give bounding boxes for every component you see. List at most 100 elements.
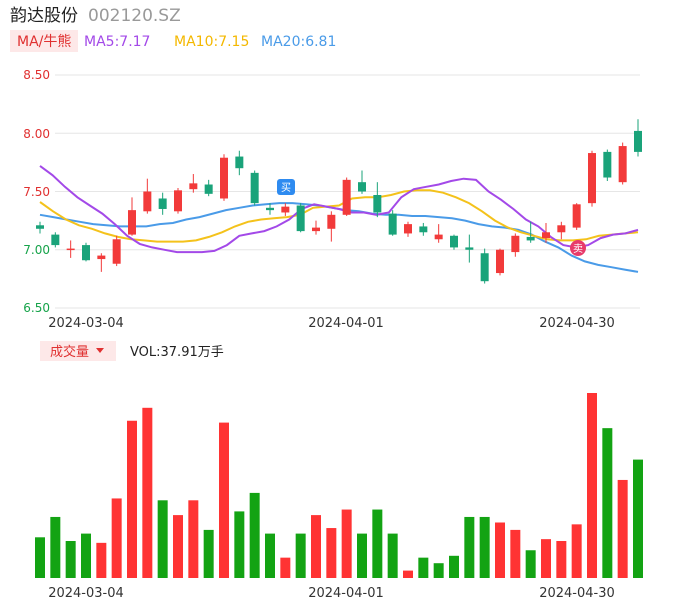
buy-marker[interactable]: 买 (277, 179, 295, 195)
volume-bar (326, 528, 337, 578)
volume-bar (280, 557, 291, 578)
volume-bar (602, 428, 613, 578)
candle-body (419, 226, 428, 233)
volume-bar (188, 500, 199, 578)
ma20-legend: MA20:6.81 (261, 34, 336, 50)
y-tick-label: 8.50 (23, 68, 50, 82)
volume-bar (556, 541, 567, 578)
volume-bar (357, 533, 367, 578)
volume-bar (96, 542, 107, 578)
volume-bar (433, 563, 444, 578)
volume-bar (157, 500, 168, 578)
candle-body (128, 210, 136, 235)
volume-bar (203, 529, 214, 578)
candle-body (66, 248, 75, 251)
volume-bar (510, 529, 521, 578)
candle-body (404, 224, 412, 234)
candle-body (296, 205, 305, 232)
volume-bar (81, 533, 91, 578)
candle-body (220, 157, 228, 199)
candle-body (250, 172, 259, 204)
volume-bar (219, 422, 229, 578)
volume-bar (35, 537, 45, 578)
candle-body (603, 151, 612, 178)
stock-name: 韵达股份 (10, 6, 78, 26)
volume-bar (525, 550, 536, 578)
candle-body (511, 235, 520, 253)
sell-marker[interactable]: 卖 (570, 240, 586, 256)
volume-bar (617, 479, 628, 578)
candle-body (588, 153, 596, 204)
y-tick-label: 8.00 (23, 127, 50, 141)
ma5-line (39, 165, 639, 254)
volume-bar (387, 533, 398, 578)
x-tick-label: 2024-03-04 (48, 316, 124, 331)
moving-average-lines (39, 165, 639, 273)
candlesticks (36, 119, 642, 284)
volume-bar (449, 555, 459, 578)
volume-bar (65, 541, 76, 578)
volume-bar (571, 524, 582, 578)
candle-body (450, 235, 458, 248)
volume-bars (35, 393, 643, 578)
candle-body (342, 179, 351, 215)
candle-body (112, 239, 121, 264)
volume-bar (265, 533, 275, 578)
candle-body (465, 247, 474, 250)
volume-bar (418, 557, 429, 578)
ma-selector-button[interactable] (10, 30, 78, 52)
volume-bar (633, 459, 643, 578)
candle-body (480, 253, 489, 282)
y-tick-label: 6.50 (23, 301, 50, 315)
volume-bar (372, 509, 383, 578)
volume-bar (173, 515, 183, 578)
volume-bar (249, 492, 260, 578)
buy-marker-label: 买 (281, 182, 291, 194)
volume-bar (234, 511, 245, 578)
candle-body (204, 184, 213, 194)
candle-body (618, 146, 627, 183)
candle-body (36, 225, 44, 229)
sell-marker-label: 卖 (573, 243, 583, 255)
candle-body (373, 194, 382, 213)
volume-selector-button[interactable] (40, 341, 116, 361)
candle-body (634, 130, 642, 152)
candle-body (51, 234, 60, 246)
volume-bar (479, 516, 490, 578)
candle-body (542, 232, 550, 239)
candle-body (572, 204, 581, 228)
volume-bar (541, 539, 551, 578)
y-tick-label: 7.50 (23, 185, 50, 199)
x-tick-label: 2024-04-01 (308, 586, 384, 601)
stock-code: 002120.SZ (88, 6, 181, 26)
candle-body (327, 214, 336, 229)
volume-bar (50, 516, 61, 578)
x-tick-label: 2024-04-30 (539, 316, 615, 331)
candle-body (434, 234, 443, 240)
candle-body (358, 182, 366, 192)
candle-body (235, 156, 244, 169)
volume-selector-label: 成交量 (50, 344, 89, 360)
candle-body (526, 236, 535, 241)
volume-bar (295, 533, 306, 578)
candle-body (557, 225, 566, 233)
candle-body (496, 249, 504, 274)
candle-body (143, 191, 152, 212)
volume-bar (142, 407, 153, 578)
x-tick-label: 2024-03-04 (48, 586, 124, 601)
candle-body (266, 207, 274, 211)
candle-body (312, 227, 320, 232)
candle-body (281, 206, 290, 213)
candle-body (158, 198, 167, 209)
volume-bar (495, 522, 505, 578)
volume-bar (127, 420, 137, 578)
volume-bar (311, 515, 321, 578)
volume-bar (464, 516, 475, 578)
ma10-legend: MA10:7.15 (174, 34, 249, 50)
ma10-line (39, 189, 639, 243)
candle-body (82, 245, 90, 261)
volume-bar (403, 570, 413, 578)
candle-body (388, 213, 397, 235)
volume-value: VOL:37.91万手 (130, 345, 224, 360)
